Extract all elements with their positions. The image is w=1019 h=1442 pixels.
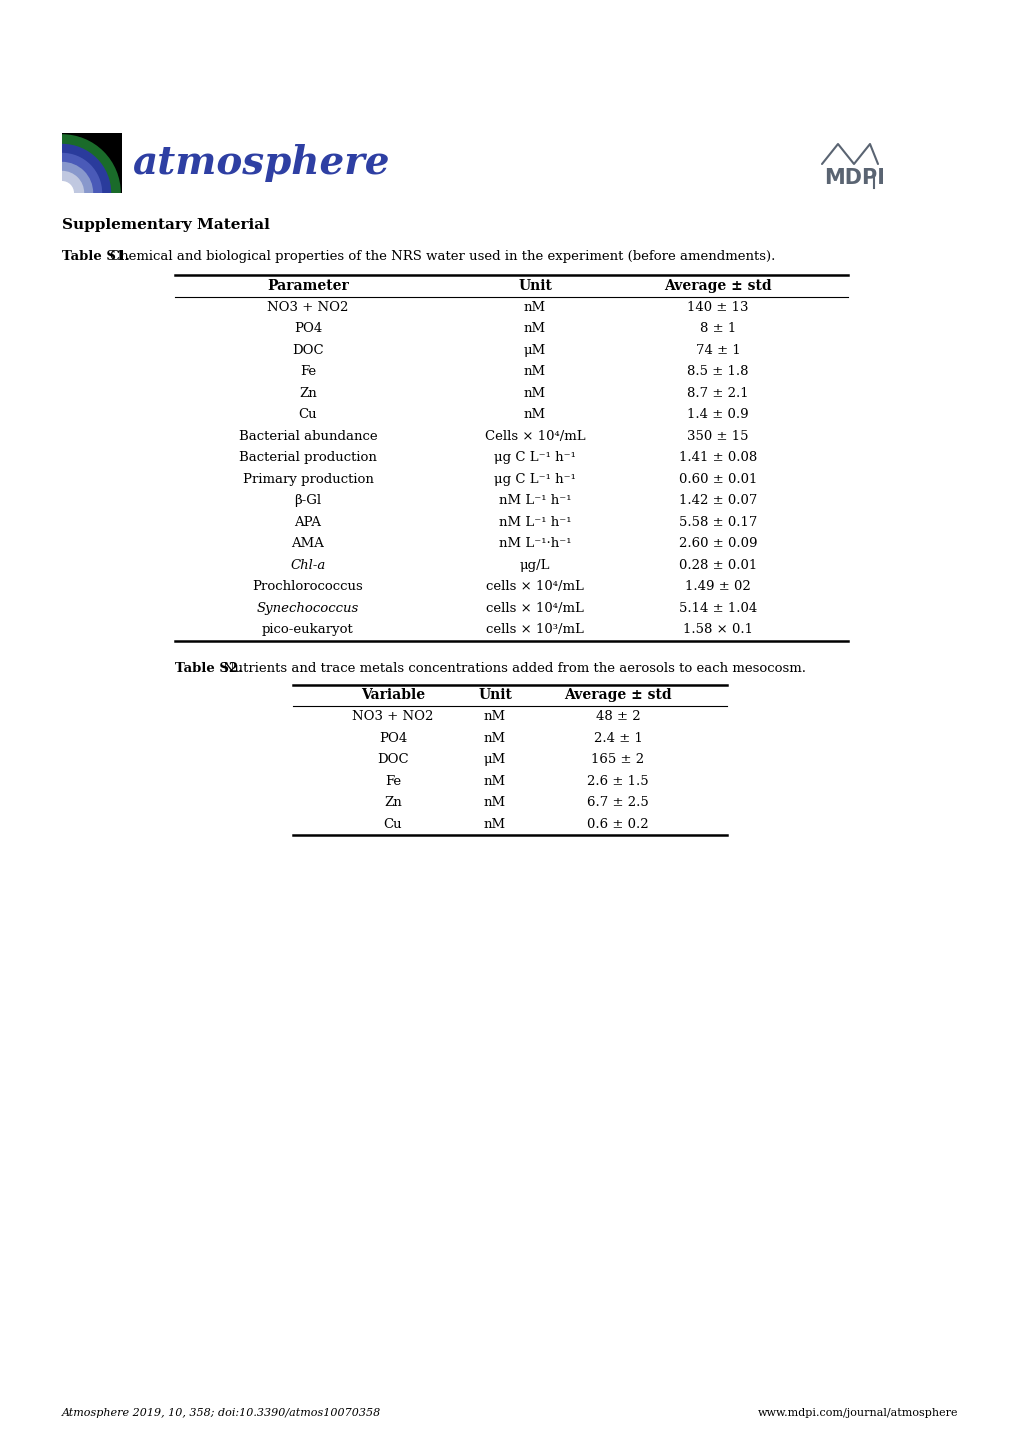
Text: μg C L⁻¹ h⁻¹: μg C L⁻¹ h⁻¹ [493,451,576,464]
Text: Prochlorococcus: Prochlorococcus [253,580,363,593]
Text: 8.7 ± 2.1: 8.7 ± 2.1 [687,386,748,399]
Text: Atmosphere 2019, 10, 358; doi:10.3390/atmos10070358: Atmosphere 2019, 10, 358; doi:10.3390/at… [62,1407,381,1417]
Text: Average ± std: Average ± std [663,278,771,293]
Text: 5.58 ± 0.17: 5.58 ± 0.17 [679,516,756,529]
Text: nM: nM [483,774,505,787]
Text: 8 ± 1: 8 ± 1 [699,322,736,335]
Text: nM: nM [524,301,545,314]
Text: Synechococcus: Synechococcus [257,601,359,614]
Text: nM: nM [524,322,545,335]
Text: 0.28 ± 0.01: 0.28 ± 0.01 [679,558,756,571]
Text: 1.58 × 0.1: 1.58 × 0.1 [683,623,752,636]
Text: Variable: Variable [361,688,425,702]
Text: nM: nM [483,818,505,831]
Wedge shape [62,162,93,193]
Text: 1.49 ± 02: 1.49 ± 02 [685,580,750,593]
Text: Bacterial production: Bacterial production [238,451,377,464]
Text: nM: nM [483,796,505,809]
Text: PO4: PO4 [378,731,407,744]
Text: nM: nM [483,731,505,744]
Wedge shape [62,182,74,193]
Text: cells × 10⁴/mL: cells × 10⁴/mL [486,580,583,593]
Text: Fe: Fe [384,774,400,787]
Text: nM: nM [524,365,545,378]
Text: nM: nM [524,386,545,399]
Text: μM: μM [524,343,545,356]
Text: Parameter: Parameter [267,278,348,293]
Text: 48 ± 2: 48 ± 2 [595,711,640,724]
Wedge shape [62,134,120,193]
Text: Average ± std: Average ± std [564,688,672,702]
Text: Cu: Cu [299,408,317,421]
Text: AMA: AMA [291,538,324,551]
Text: 6.7 ± 2.5: 6.7 ± 2.5 [587,796,648,809]
Wedge shape [62,170,85,193]
Text: 1.4 ± 0.9: 1.4 ± 0.9 [687,408,748,421]
Text: Chemical and biological properties of the NRS water used in the experiment (befo: Chemical and biological properties of th… [110,249,774,262]
Bar [62,133,122,193]
Wedge shape [62,153,102,193]
Text: 8.5 ± 1.8: 8.5 ± 1.8 [687,365,748,378]
Text: μg/L: μg/L [520,558,549,571]
Text: nM L⁻¹ h⁻¹: nM L⁻¹ h⁻¹ [498,516,571,529]
Text: Table S2.: Table S2. [175,662,243,675]
Text: 74 ± 1: 74 ± 1 [695,343,740,356]
Text: Table S1.: Table S1. [62,249,129,262]
Text: 165 ± 2: 165 ± 2 [591,753,644,766]
Wedge shape [62,144,111,193]
Text: Unit: Unit [478,688,512,702]
Text: 1.41 ± 0.08: 1.41 ± 0.08 [679,451,756,464]
Text: pico-eukaryot: pico-eukaryot [262,623,354,636]
Text: 0.6 ± 0.2: 0.6 ± 0.2 [587,818,648,831]
Text: Supplementary Material: Supplementary Material [62,218,270,232]
Text: nM L⁻¹ h⁻¹: nM L⁻¹ h⁻¹ [498,495,571,508]
Text: 0.60 ± 0.01: 0.60 ± 0.01 [679,473,756,486]
Text: Unit: Unit [518,278,551,293]
Text: 2.60 ± 0.09: 2.60 ± 0.09 [678,538,756,551]
Text: DOC: DOC [377,753,409,766]
Text: PO4: PO4 [293,322,322,335]
Text: NO3 + NO2: NO3 + NO2 [352,711,433,724]
Text: www.mdpi.com/journal/atmosphere: www.mdpi.com/journal/atmosphere [757,1407,957,1417]
Text: cells × 10³/mL: cells × 10³/mL [486,623,583,636]
Text: nM: nM [483,711,505,724]
Text: 2.6 ± 1.5: 2.6 ± 1.5 [587,774,648,787]
Text: Zn: Zn [384,796,401,809]
Text: nM L⁻¹·h⁻¹: nM L⁻¹·h⁻¹ [498,538,571,551]
Text: Primary production: Primary production [243,473,373,486]
Text: Bacterial abundance: Bacterial abundance [238,430,377,443]
Text: APA: APA [294,516,321,529]
Text: μg C L⁻¹ h⁻¹: μg C L⁻¹ h⁻¹ [493,473,576,486]
Text: 350 ± 15: 350 ± 15 [687,430,748,443]
Text: atmosphere: atmosphere [131,144,389,182]
Text: Nutrients and trace metals concentrations added from the aerosols to each mesoco: Nutrients and trace metals concentration… [223,662,805,675]
Text: NO3 + NO2: NO3 + NO2 [267,301,348,314]
Text: β-Gl: β-Gl [294,495,321,508]
Text: 1.42 ± 0.07: 1.42 ± 0.07 [679,495,756,508]
Text: MDPI: MDPI [823,169,884,187]
Text: Cu: Cu [383,818,401,831]
Text: Chl-a: Chl-a [290,558,325,571]
Text: cells × 10⁴/mL: cells × 10⁴/mL [486,601,583,614]
Text: 5.14 ± 1.04: 5.14 ± 1.04 [679,601,756,614]
Text: 140 ± 13: 140 ± 13 [687,301,748,314]
Text: Zn: Zn [299,386,317,399]
Text: DOC: DOC [291,343,323,356]
Text: Fe: Fe [300,365,316,378]
Text: nM: nM [524,408,545,421]
Text: 2.4 ± 1: 2.4 ± 1 [593,731,642,744]
Text: Cells × 10⁴/mL: Cells × 10⁴/mL [484,430,585,443]
Text: μM: μM [483,753,505,766]
